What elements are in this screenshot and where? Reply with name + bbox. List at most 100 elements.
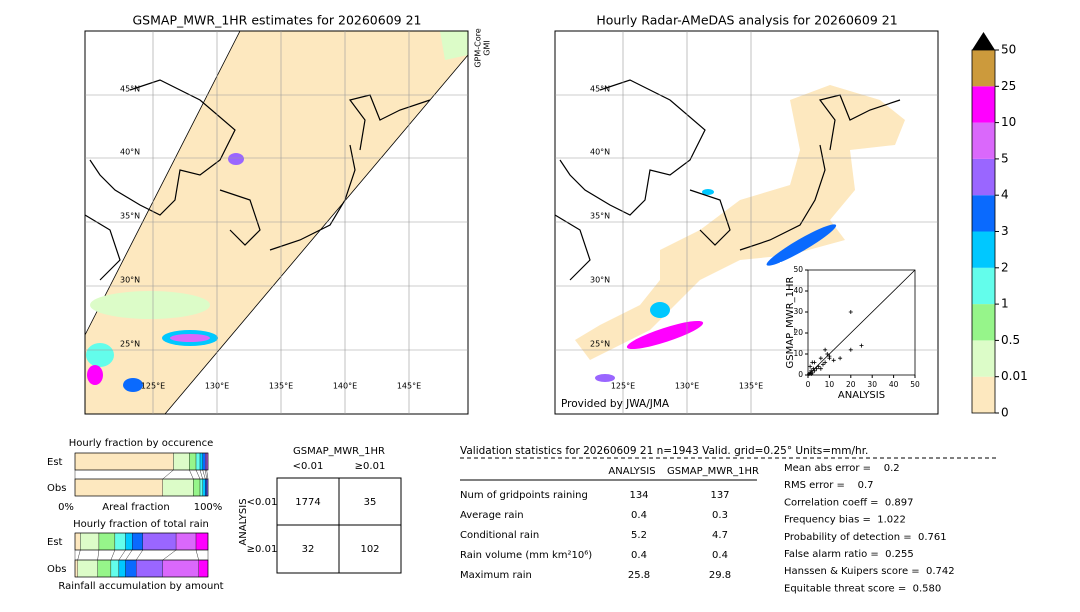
stat-value: 0.4	[631, 510, 647, 521]
row-label: Est	[47, 457, 63, 468]
fraction-segment	[199, 452, 203, 471]
x-axis-label: ANALYSIS	[838, 390, 885, 401]
score: Equitable threat score = 0.580	[784, 583, 941, 594]
fraction-segment	[202, 452, 206, 471]
axis-end-label: 100%	[194, 502, 223, 513]
colorbar-tick-label: 2	[1001, 260, 1009, 274]
fraction-segment	[136, 559, 163, 578]
stat-value: 0.4	[631, 550, 647, 561]
score: Correlation coeff = 0.897	[784, 497, 914, 508]
table-cell: 32	[302, 544, 315, 555]
stat-value: 137	[710, 490, 729, 501]
scatter-point	[825, 352, 830, 356]
fraction-segment	[74, 559, 78, 578]
lat-label: 30°N	[590, 276, 610, 285]
connector	[162, 549, 177, 561]
scatter-point	[831, 358, 836, 363]
right-map	[554, 30, 939, 415]
score: Frequency bias = 1.022	[784, 515, 906, 526]
x-axis-label: Areal fraction	[102, 502, 169, 513]
bar-title: Hourly fraction by occurence	[69, 438, 213, 449]
scatter-point	[848, 310, 853, 314]
connector	[118, 549, 126, 561]
fraction-segment	[125, 559, 137, 578]
fraction-segment	[205, 478, 207, 497]
scatter-point	[809, 371, 814, 376]
fraction-segment	[114, 532, 126, 551]
sensor-label: GMI	[483, 40, 492, 55]
table-cell: 102	[360, 544, 379, 555]
colorbar-tick-label: 0.01	[1001, 369, 1028, 383]
contingency-grid	[276, 477, 402, 574]
table-cell: 35	[364, 497, 377, 508]
lon-label: 125°E	[141, 382, 165, 391]
fraction-segment	[193, 478, 201, 497]
lat-label: 40°N	[590, 148, 610, 157]
x-tick-label: 10	[825, 380, 835, 389]
fraction-segment	[199, 478, 203, 497]
score: RMS error = 0.7	[784, 480, 874, 491]
lon-label: 135°E	[269, 382, 293, 391]
stat-value: 25.8	[628, 570, 650, 581]
fraction-segment	[142, 532, 177, 551]
connector	[205, 469, 207, 480]
lon-label: 145°E	[397, 382, 421, 391]
column-header: ANALYSIS	[608, 466, 655, 477]
rain-area	[626, 320, 704, 350]
bar-title: Hourly fraction of total rain	[73, 519, 209, 530]
y-tick-label: 40	[793, 286, 803, 295]
x-tick-label: 30	[867, 380, 877, 389]
connector	[195, 549, 199, 561]
lat-label: 45°N	[120, 85, 140, 94]
map-frame	[554, 30, 939, 415]
stat-value: 4.7	[712, 530, 728, 541]
fraction-segment	[173, 452, 190, 471]
colorbar-segment	[972, 195, 995, 232]
lat-label: 30°N	[120, 276, 140, 285]
score: Hanssen & Kuipers score = 0.742	[784, 566, 955, 577]
lon-label: 135°E	[739, 382, 763, 391]
lat-label: 25°N	[120, 340, 140, 349]
x-tick-label: 0	[806, 380, 811, 389]
connector	[110, 549, 116, 561]
rain-area	[702, 189, 714, 195]
colorbar-tick-label: 0.5	[1001, 333, 1020, 347]
map-frame	[84, 30, 469, 415]
scatter-point	[827, 354, 832, 359]
fraction-segment	[118, 559, 126, 578]
colorbar-segment	[972, 86, 995, 123]
coastline	[84, 79, 431, 281]
colorbar-segment	[972, 376, 995, 413]
y-tick-label: 10	[793, 349, 803, 358]
scatter-point	[816, 364, 821, 369]
score: Mean abs error = 0.2	[784, 463, 900, 474]
colorbar-tick-label: 50	[1001, 43, 1016, 57]
lat-label: 45°N	[590, 85, 610, 94]
connector	[199, 469, 203, 480]
credit: Provided by JWA/JMA	[561, 398, 670, 410]
lat-label: 35°N	[120, 212, 140, 221]
score: False alarm ratio = 0.255	[784, 549, 914, 560]
scatter-point	[823, 360, 828, 365]
colorbar-tick-label: 5	[1001, 151, 1009, 165]
fraction-segment	[110, 559, 120, 578]
axis-end-label: 0%	[58, 502, 74, 513]
column-header: GSMAP_MWR_1HR	[667, 466, 759, 477]
rain-area	[766, 224, 837, 266]
y-axis-label: GSMAP_MWR_1HR	[785, 277, 796, 369]
analysis-area	[575, 85, 905, 360]
fraction-segment	[74, 478, 163, 497]
bar-frame	[74, 452, 209, 471]
fraction-segment	[162, 559, 199, 578]
left-map	[84, 30, 469, 415]
connector	[136, 549, 143, 561]
stat-label: Average rain	[460, 510, 524, 521]
row-label: Obs	[47, 564, 66, 575]
scatter-point	[812, 360, 817, 365]
diagonal	[807, 269, 916, 376]
connector	[202, 469, 206, 480]
rain-area	[650, 302, 670, 318]
colorbar-segment	[972, 340, 995, 377]
fraction-segment	[74, 532, 81, 551]
connector	[206, 469, 209, 480]
